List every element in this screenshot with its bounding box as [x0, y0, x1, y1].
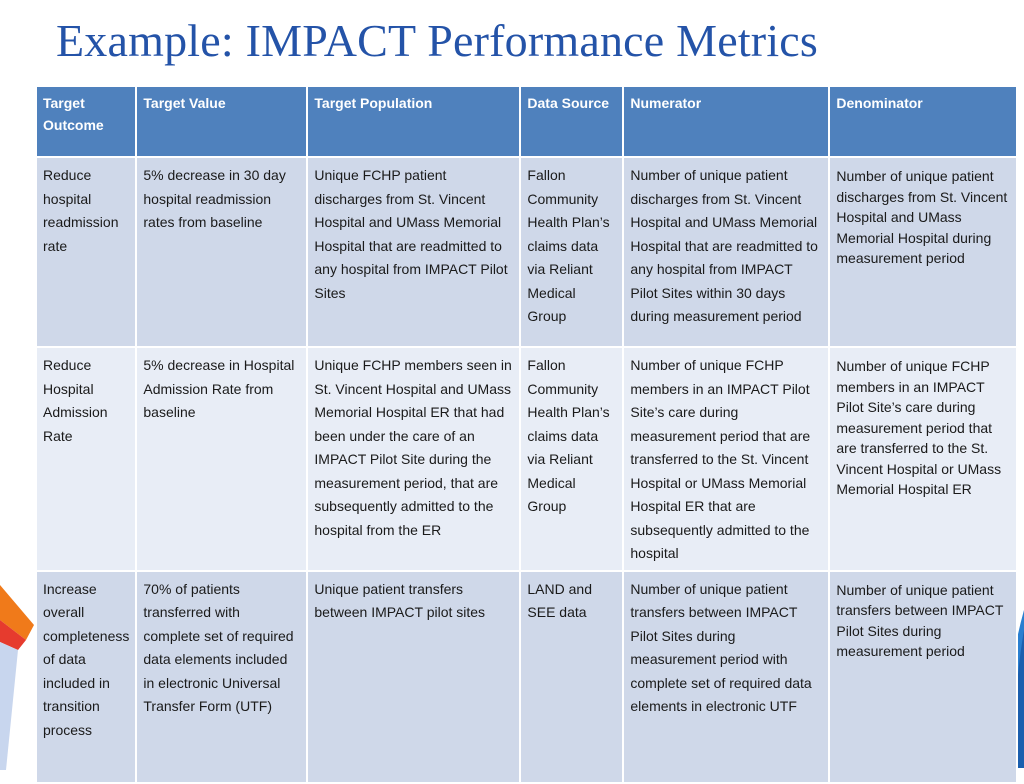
table-row: Reduce Hospital Admission Rate 5% decrea…	[34, 346, 1019, 572]
cell-target-outcome: Reduce Hospital Admission Rate	[34, 346, 138, 572]
cell-numerator: Number of unique patient transfers betwe…	[622, 569, 831, 784]
header-target-population: Target Population	[306, 85, 522, 158]
cell-denominator: Number of unique patient discharges from…	[828, 156, 1019, 348]
cell-target-value: 5% decrease in Hospital Admission Rate f…	[135, 346, 309, 572]
cell-denominator: Number of unique FCHP members in an IMPA…	[828, 346, 1019, 572]
header-target-outcome: Target Outcome	[34, 85, 138, 158]
table-row: Reduce hospital readmission rate 5% decr…	[34, 156, 1019, 348]
decorative-swoosh-left	[0, 585, 34, 770]
cell-target-value: 5% decrease in 30 day hospital readmissi…	[135, 156, 309, 348]
header-target-value: Target Value	[135, 85, 309, 158]
cell-denominator: Number of unique patient transfers betwe…	[828, 569, 1019, 784]
header-data-source: Data Source	[519, 85, 625, 158]
table-header-row: Target Outcome Target Value Target Popul…	[34, 85, 1019, 158]
header-numerator: Numerator	[622, 85, 831, 158]
cell-data-source: Fallon Community Health Plan’s claims da…	[519, 346, 625, 572]
cell-data-source: Fallon Community Health Plan’s claims da…	[519, 156, 625, 348]
cell-target-value: 70% of patients transferred with complet…	[135, 569, 309, 784]
cell-target-outcome: Reduce hospital readmission rate	[34, 156, 138, 348]
slide-title: Example: IMPACT Performance Metrics	[56, 15, 819, 66]
performance-metrics-table: Target Outcome Target Value Target Popul…	[34, 85, 1019, 784]
table-row: Increase overall completeness of data in…	[34, 569, 1019, 784]
header-denominator: Denominator	[828, 85, 1019, 158]
cell-target-outcome: Increase overall completeness of data in…	[34, 569, 138, 784]
cell-data-source: LAND and SEE data	[519, 569, 625, 784]
cell-target-population: Unique FCHP members seen in St. Vincent …	[306, 346, 522, 572]
cell-numerator: Number of unique FCHP members in an IMPA…	[622, 346, 831, 572]
cell-numerator: Number of unique patient discharges from…	[622, 156, 831, 348]
cell-target-population: Unique patient transfers between IMPACT …	[306, 569, 522, 784]
cell-target-population: Unique FCHP patient discharges from St. …	[306, 156, 522, 348]
